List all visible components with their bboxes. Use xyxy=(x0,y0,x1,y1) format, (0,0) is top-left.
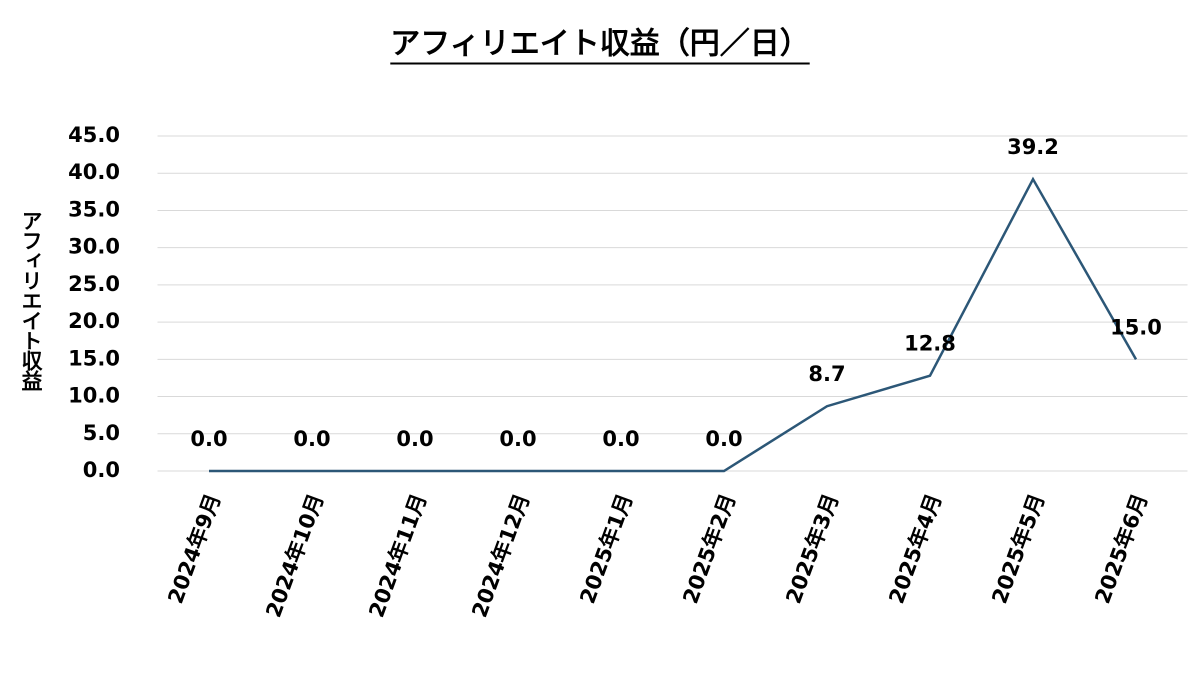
y-axis-label: アフィリエイト収益 xyxy=(19,210,43,391)
data-label: 0.0 xyxy=(293,427,330,451)
chart-title: アフィリエイト収益（円／日） xyxy=(390,27,809,62)
y-tick-label: 5.0 xyxy=(83,421,120,445)
data-label: 0.0 xyxy=(705,427,742,451)
data-label: 12.8 xyxy=(904,332,956,356)
data-label: 0.0 xyxy=(499,427,536,451)
data-label: 0.0 xyxy=(396,427,433,451)
y-tick-label: 25.0 xyxy=(68,272,120,296)
x-tick-label: 2024年10月 xyxy=(261,491,328,621)
y-tick-label: 0.0 xyxy=(83,458,120,482)
y-tick-label: 40.0 xyxy=(68,160,120,184)
data-label: 39.2 xyxy=(1007,135,1059,159)
x-tick-label: 2024年11月 xyxy=(364,491,431,621)
y-tick-label: 15.0 xyxy=(68,346,120,370)
x-tick-label: 2025年2月 xyxy=(678,491,740,607)
data-label: 15.0 xyxy=(1110,315,1162,339)
line xyxy=(209,176,1138,473)
x-tick-label: 2025年1月 xyxy=(575,491,637,607)
x-tick-label: 2024年12月 xyxy=(467,491,534,621)
y-tick-label: 35.0 xyxy=(68,197,120,221)
y-tick-label: 30.0 xyxy=(68,235,120,259)
y-tick-label: 10.0 xyxy=(68,384,120,408)
x-tick-label: 2024年9月 xyxy=(163,491,225,607)
y-tick-label: 45.0 xyxy=(68,123,120,147)
x-tick-label: 2025年6月 xyxy=(1090,491,1152,607)
x-tick-label: 2025年4月 xyxy=(884,491,946,607)
data-label: 8.7 xyxy=(808,362,845,386)
x-tick-label: 2025年3月 xyxy=(781,491,843,607)
x-tick-label: 2025年5月 xyxy=(987,491,1049,607)
data-label: 0.0 xyxy=(190,427,227,451)
y-tick-label: 20.0 xyxy=(68,309,120,333)
data-label: 0.0 xyxy=(602,427,639,451)
